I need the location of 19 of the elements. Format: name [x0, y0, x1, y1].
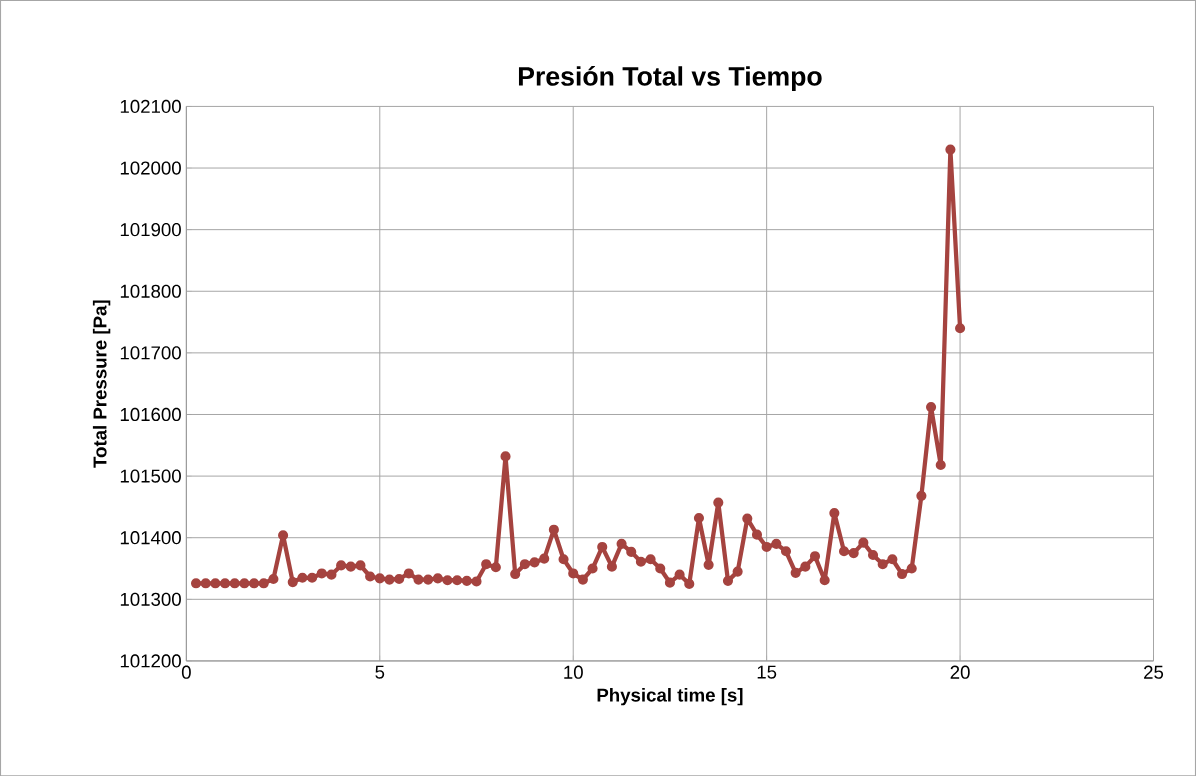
y-tick-label: 101200 — [120, 654, 181, 668]
x-axis-title: Physical time [s] — [597, 687, 743, 706]
y-tick-label: 101900 — [120, 222, 181, 237]
y-tick-label: 101700 — [120, 346, 181, 360]
y-tick-label: 102100 — [120, 99, 181, 113]
y-axis-title: Total Pressure [Pa] — [92, 300, 111, 468]
y-tick-label: 101600 — [120, 407, 181, 421]
y-tick-label: 101400 — [120, 530, 181, 545]
x-tick-label: 15 — [757, 665, 777, 679]
x-tick-label: 0 — [181, 665, 191, 679]
y-tick-label: 102000 — [120, 161, 181, 175]
y-tick-label: 101500 — [120, 469, 181, 483]
x-tick-label: 25 — [1144, 665, 1164, 679]
x-tick-label: 5 — [375, 665, 385, 679]
x-tick-label: 10 — [564, 665, 583, 679]
y-tick-label: 101300 — [120, 592, 181, 606]
x-tick-label: 20 — [950, 665, 970, 679]
y-tick-label: 101800 — [120, 284, 181, 298]
chart-title: Presión Total vs Tiempo — [518, 65, 822, 91]
